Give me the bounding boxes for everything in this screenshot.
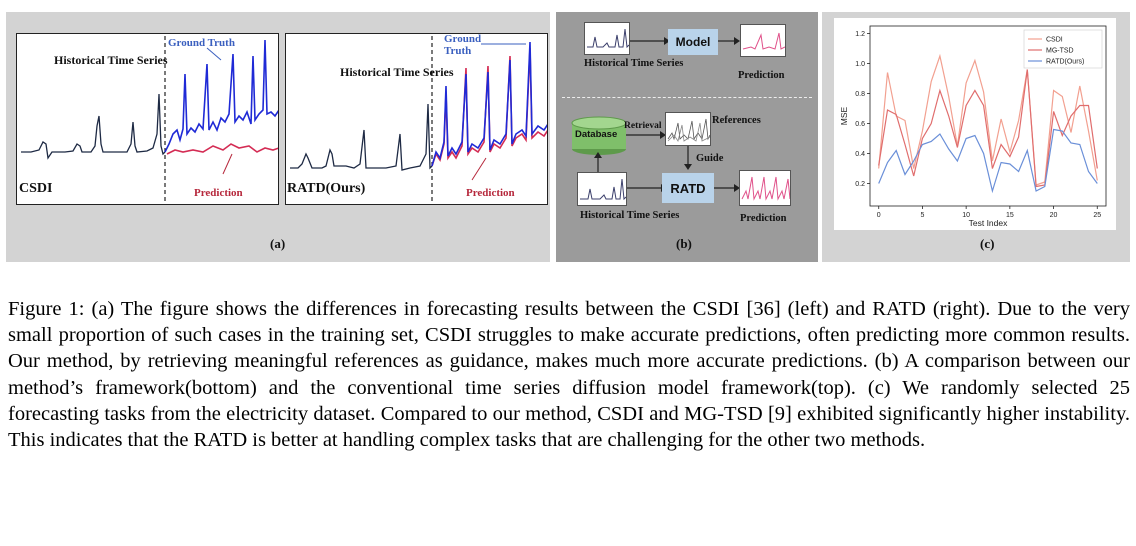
series-line-csdi [878,53,1098,186]
y-tick-label: 0.8 [855,91,865,98]
csdi-title: CSDI [19,181,53,196]
csdi-ground-truth-label: Ground Truth [168,37,235,49]
arrow-icon [626,131,666,139]
top-prediction-graphic [742,32,785,50]
ratd-prediction-label: Prediction [466,187,515,199]
ratd-series-graphic [290,36,547,204]
panel-a-sublabel: (a) [270,236,286,251]
arrow-icon [718,37,740,45]
arrow-icon [714,184,740,192]
ratd-title: RATD(Ours) [287,181,366,196]
y-tick-label: 0.4 [855,151,865,158]
y-tick-label: 1.2 [855,31,865,38]
csdi-series-graphic [21,36,278,204]
x-tick-label: 15 [1006,212,1014,219]
legend-entry: MG-TSD [1046,48,1074,55]
legend-entry: RATD(Ours) [1046,59,1084,66]
database-label: Database [575,129,618,140]
top-input-series-graphic [587,28,629,49]
framework-divider [562,97,812,98]
arrow-down-icon [684,146,692,170]
figure-caption: Figure 1: (a) The figure shows the diffe… [8,298,1130,452]
references-thumbnail [665,112,711,146]
arrow-icon [630,37,670,45]
arrow-icon [627,184,667,192]
series-line-ratd-ours- [878,128,1098,194]
x-tick-label: 25 [1093,212,1101,219]
top-prediction-label: Prediction [738,70,785,81]
model-box: Model [668,29,718,55]
mse-line-chart: 0.2 0.4 0.6 0.8 1.0 1.2 0 5 10 15 20 25 Test Index MS… [834,18,1116,230]
x-tick-label: 20 [1050,212,1058,219]
arrow-up-icon [594,152,602,172]
x-tick-label: 0 [877,212,881,219]
bottom-prediction-graphic [741,176,790,201]
guide-label: Guide [696,153,724,164]
bottom-prediction-thumbnail [739,170,791,206]
legend-box [1023,29,1103,69]
ratd-plot [285,33,548,205]
plot-frame [869,25,1107,207]
references-graphic [667,118,710,142]
references-label: References [712,115,761,126]
mse-chart-svg: 0.2 0.4 0.6 0.8 1.0 1.2 0 5 10 15 20 25 Test Index MS… [839,25,1107,228]
top-input-label: Historical Time Series [584,58,684,69]
series-line-mg-tsd [878,69,1098,188]
x-tick-label: 10 [962,212,970,219]
legend-entry: CSDI [1046,37,1063,44]
y-tick-label: 1.0 [855,61,865,68]
x-tick-label: 5 [920,212,924,219]
y-tick-label: 0.2 [855,181,865,188]
bottom-input-series-thumbnail [577,172,627,206]
database-icon [571,116,627,155]
bottom-input-label: Historical Time Series [580,210,680,221]
csdi-plot [16,33,279,205]
csdi-prediction-label: Prediction [194,187,243,199]
ratd-ground-truth-label: Ground Truth [444,33,482,57]
panel-c-sublabel: (c) [980,236,995,251]
panel-b-sublabel: (b) [676,236,692,251]
top-prediction-thumbnail [740,24,786,57]
bottom-prediction-label: Prediction [740,213,787,224]
ratd-box: RATD [662,173,714,203]
retrieval-label: Retrieval [624,121,662,131]
bottom-input-series-graphic [580,178,626,201]
csdi-historical-label: Historical Time Series [54,53,168,67]
y-tick-label: 0.6 [855,121,865,128]
y-axis-label: MSE [839,106,849,125]
top-input-series-thumbnail [584,22,630,55]
ratd-historical-label: Historical Time Series [340,65,454,79]
x-axis-label: Test Index [969,218,1008,228]
